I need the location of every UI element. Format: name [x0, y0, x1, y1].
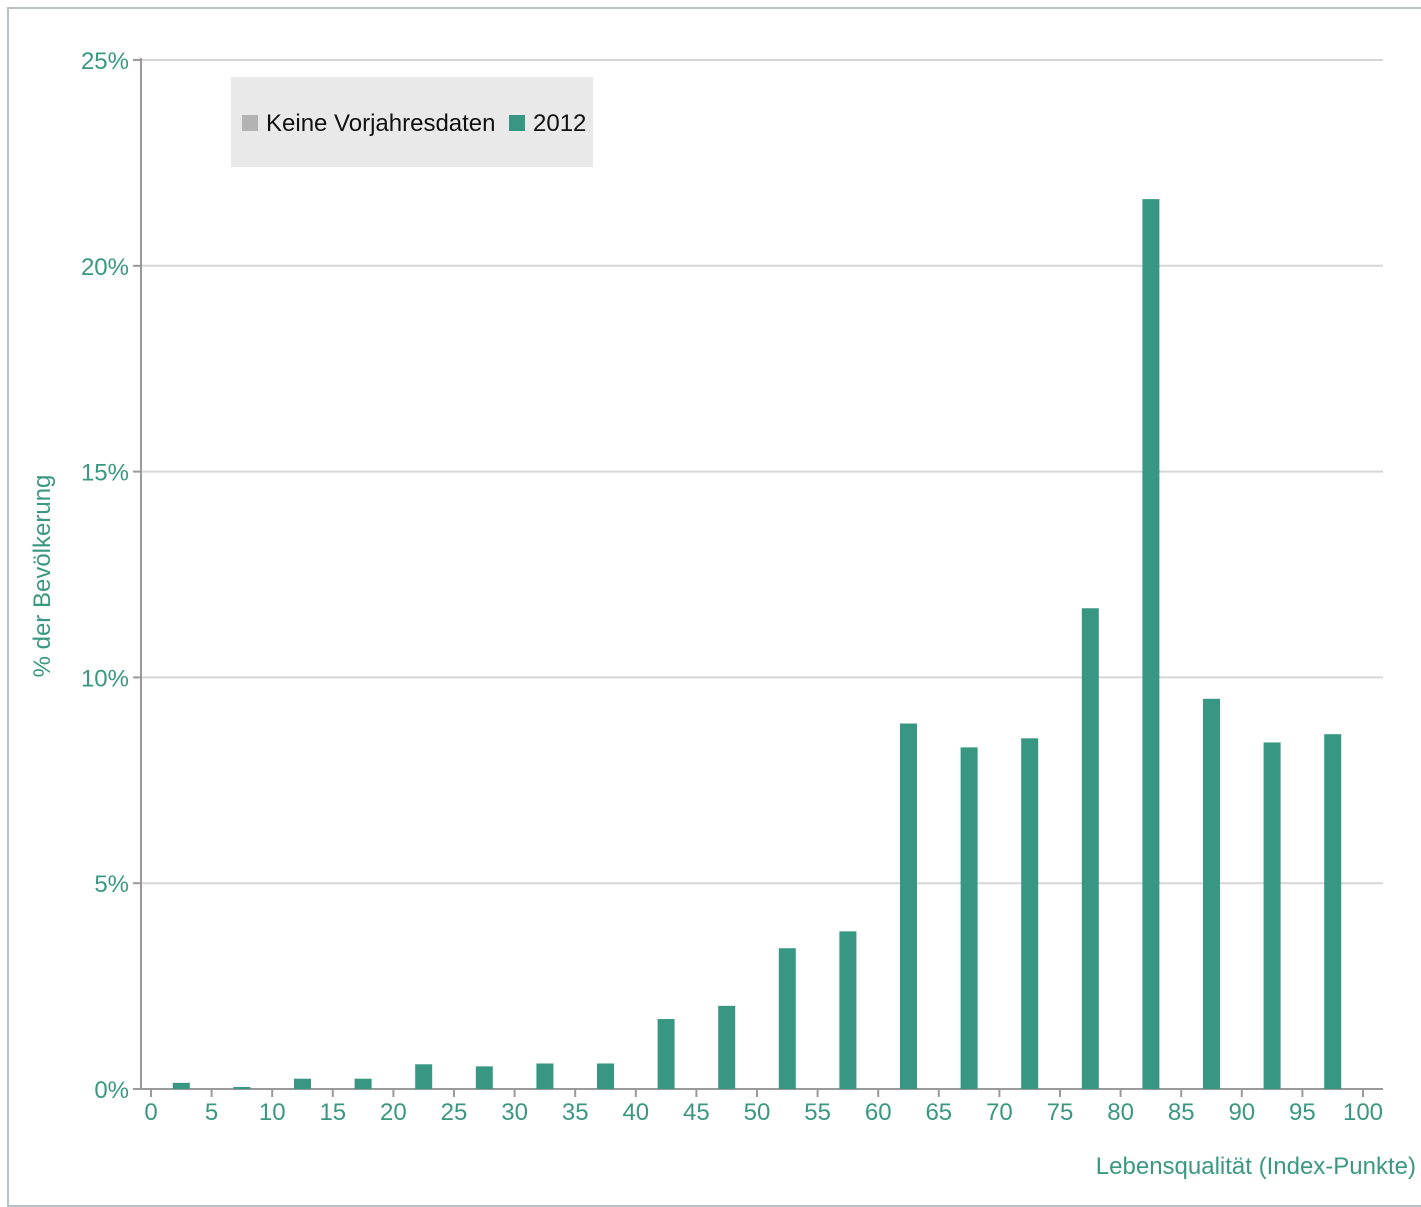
y-tick-label: 5%	[94, 871, 129, 898]
bar-35-40	[597, 1063, 614, 1089]
x-tick-label: 0	[144, 1099, 157, 1126]
bar-15-20	[354, 1078, 372, 1089]
bars	[172, 199, 1342, 1090]
y-axis-title: % der Bevölkerung	[29, 475, 56, 678]
chart-frame: 0% 5% 10% 15% 20% 25% 0 5 10 15 20 25 30 35 40 45 50 55 60…	[7, 7, 1421, 1207]
legend-label-keine-vorjahresdaten: Keine Vorjahresdaten	[266, 110, 496, 137]
x-tick-label: 50	[744, 1099, 771, 1126]
bar-0-5	[172, 1082, 190, 1089]
x-tick-label: 25	[441, 1099, 468, 1126]
x-tick-label: 80	[1107, 1099, 1134, 1126]
x-tick-label: 75	[1047, 1099, 1074, 1126]
bar-40-45	[657, 1019, 675, 1089]
legend-label-2012: 2012	[533, 110, 586, 137]
x-tick-label: 45	[683, 1099, 710, 1126]
axes	[133, 58, 1383, 1097]
legend: Keine Vorjahresdaten 2012	[231, 77, 593, 167]
bar-20-25	[415, 1064, 433, 1089]
y-tick-label: 15%	[81, 460, 129, 487]
x-tick-label: 95	[1289, 1099, 1316, 1126]
bar-45-50	[718, 1005, 736, 1089]
y-tick-label: 10%	[81, 665, 129, 692]
bar-85-90	[1203, 698, 1220, 1089]
legend-swatch-keine-vorjahresdaten	[242, 115, 258, 131]
bar-25-30	[475, 1066, 493, 1089]
bar-50-55	[778, 948, 796, 1089]
x-tick-label: 60	[865, 1099, 892, 1126]
x-tick-label: 90	[1228, 1099, 1255, 1126]
x-tick-label: 30	[501, 1099, 528, 1126]
bar-30-35	[536, 1063, 554, 1089]
y-tick-label: 20%	[81, 254, 129, 281]
x-tick-label: 100	[1343, 1099, 1383, 1126]
bar-5-10	[233, 1086, 251, 1089]
gridlines	[141, 59, 1383, 885]
bar-95-100	[1324, 734, 1342, 1089]
x-axis-title: Lebensqualität (Index-Punkte)	[1096, 1153, 1416, 1180]
x-tick-label: 70	[986, 1099, 1013, 1126]
x-tick-label: 85	[1168, 1099, 1195, 1126]
x-tick-label: 40	[622, 1099, 649, 1126]
bar-55-60	[839, 931, 857, 1089]
x-tick-label: 65	[925, 1099, 952, 1126]
bar-90-95	[1263, 742, 1281, 1089]
x-tick-label: 15	[319, 1099, 346, 1126]
y-tick-label: 0%	[94, 1077, 129, 1104]
bar-65-70	[960, 747, 978, 1089]
bar-75-80	[1081, 608, 1099, 1089]
bar-70-75	[1021, 738, 1039, 1089]
x-tick-label: 20	[380, 1099, 407, 1126]
bar-60-65	[900, 723, 917, 1089]
y-tick-label: 25%	[81, 48, 129, 75]
x-tick-label: 10	[259, 1099, 286, 1126]
x-tick-label: 5	[205, 1099, 218, 1126]
x-tick-label: 35	[562, 1099, 589, 1126]
tick-labels: 0% 5% 10% 15% 20% 25% 0 5 10 15 20 25 30 35 40 45 50 55 60…	[81, 48, 1383, 1126]
bar-10-15	[294, 1078, 311, 1089]
x-tick-label: 55	[804, 1099, 831, 1126]
legend-background	[231, 77, 593, 167]
legend-swatch-2012	[509, 115, 525, 131]
bar-80-85	[1142, 199, 1160, 1090]
chart-svg: 0% 5% 10% 15% 20% 25% 0 5 10 15 20 25 30 35 40 45 50 55 60…	[29, 48, 1416, 1180]
